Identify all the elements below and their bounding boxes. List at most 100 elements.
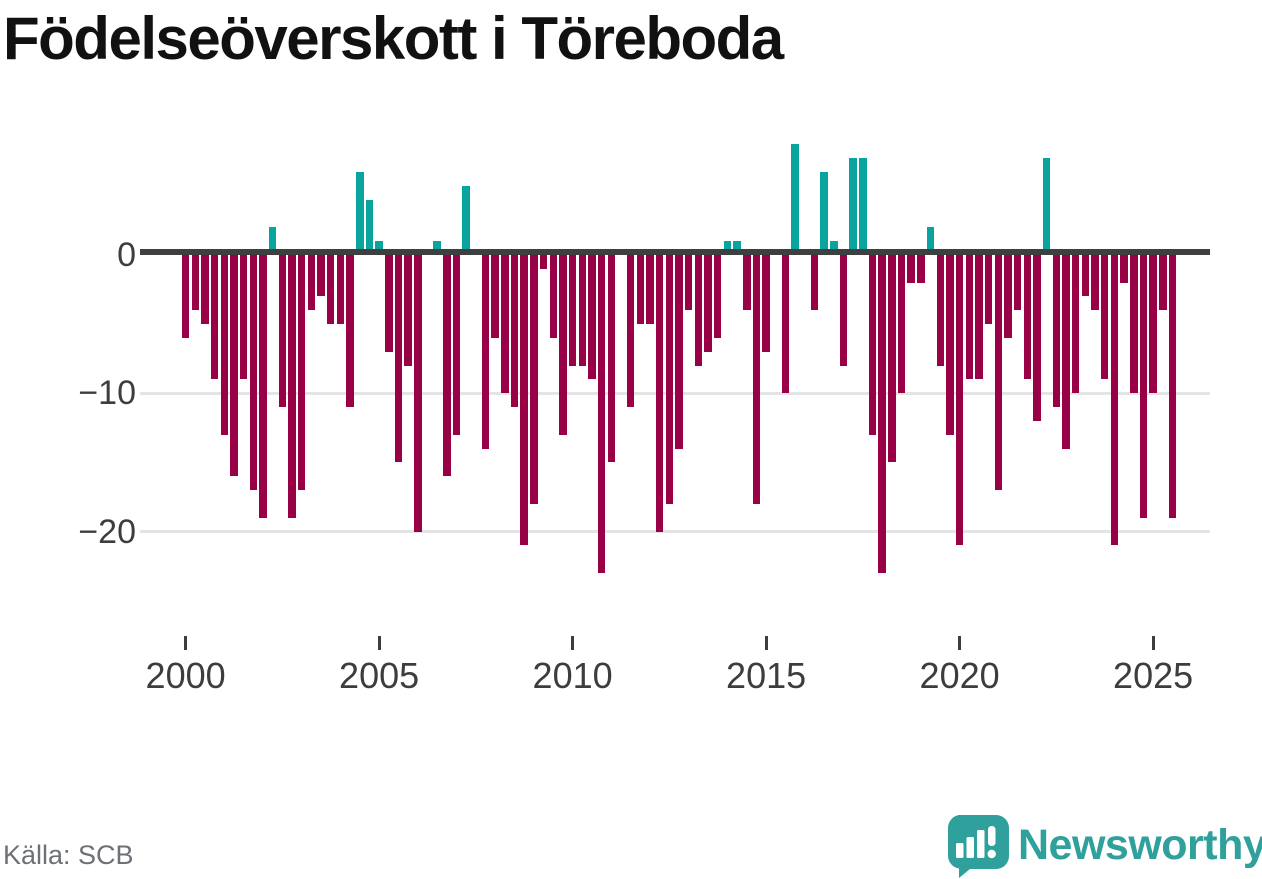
x-axis-label-2005: 2005 xyxy=(339,655,420,696)
bar-2020-Q2 xyxy=(965,255,974,380)
bar-2024-Q4 xyxy=(1139,255,1148,518)
bar-2008-Q1 xyxy=(491,255,499,338)
bar-2024-Q3 xyxy=(1130,255,1138,394)
bar-2007-Q2 xyxy=(462,185,470,255)
bar-2010-Q2 xyxy=(578,255,587,366)
bar-2010-Q1 xyxy=(568,255,577,366)
bar-2023-Q3 xyxy=(1091,255,1099,311)
bar-2001-Q4 xyxy=(249,255,258,491)
bar-2015-Q1 xyxy=(762,255,770,352)
x-tick-2005 xyxy=(377,636,381,650)
bar-2022-Q1 xyxy=(1033,255,1041,421)
gridline-y-20 xyxy=(140,530,1210,534)
x-axis-label-2010: 2010 xyxy=(532,655,613,696)
bar-2012-Q3 xyxy=(665,255,674,504)
bar-2022-Q3 xyxy=(1052,255,1061,408)
x-tick-2000 xyxy=(184,636,188,650)
newsworthy-logo-icon xyxy=(947,814,1009,878)
y-axis-label-0: 0 xyxy=(117,236,136,274)
y-axis-label--20: −20 xyxy=(78,512,136,551)
zero-axis-line xyxy=(140,249,1210,255)
bar-2020-Q3 xyxy=(975,255,983,380)
x-tick-2025 xyxy=(1151,636,1155,650)
bar-2021-Q1 xyxy=(994,255,1003,491)
bar-2008-Q4 xyxy=(520,255,528,546)
bar-2013-Q4 xyxy=(713,255,722,338)
x-tick-2010 xyxy=(571,636,575,650)
bar-2003-Q3 xyxy=(317,255,325,297)
bar-2023-Q1 xyxy=(1071,255,1080,394)
bar-2002-Q2 xyxy=(268,227,277,255)
bar-2023-Q4 xyxy=(1100,255,1109,380)
bar-2018-Q4 xyxy=(907,255,915,283)
bar-2008-Q2 xyxy=(501,255,509,394)
bar-2014-Q4 xyxy=(752,255,761,504)
bar-2025-Q1 xyxy=(1149,255,1157,394)
bar-2017-Q1 xyxy=(839,255,848,366)
bar-2005-Q3 xyxy=(394,255,403,463)
bar-2005-Q1 xyxy=(375,241,383,255)
bar-2018-Q1 xyxy=(878,255,886,574)
bar-2009-Q2 xyxy=(539,255,548,269)
bar-2000-Q4 xyxy=(210,255,219,380)
source-note: Källa: SCB xyxy=(3,840,134,870)
bar-2000-Q1 xyxy=(181,255,190,338)
bar-2011-Q4 xyxy=(636,255,645,325)
bar-2017-Q4 xyxy=(868,255,877,435)
bar-2012-Q1 xyxy=(646,255,654,325)
bar-2019-Q2 xyxy=(926,227,935,255)
bar-2000-Q3 xyxy=(201,255,209,325)
bar-2022-Q2 xyxy=(1042,158,1051,255)
bar-2021-Q4 xyxy=(1023,255,1032,380)
bar-2025-Q3 xyxy=(1168,255,1177,518)
bar-2016-Q4 xyxy=(830,241,838,255)
x-axis-label-2020: 2020 xyxy=(919,655,1000,696)
bar-2014-Q1 xyxy=(723,241,732,255)
x-tick-2015 xyxy=(764,636,768,650)
bar-2005-Q2 xyxy=(385,255,393,352)
bar-2003-Q2 xyxy=(307,255,316,311)
bar-2010-Q3 xyxy=(588,255,596,380)
bar-2025-Q2 xyxy=(1159,255,1167,311)
bar-2002-Q4 xyxy=(288,255,296,518)
bar-2006-Q4 xyxy=(443,255,451,477)
bar-2008-Q3 xyxy=(510,255,519,408)
bar-2022-Q4 xyxy=(1062,255,1070,449)
bar-2021-Q2 xyxy=(1004,255,1012,338)
bar-2021-Q3 xyxy=(1013,255,1022,311)
bar-2004-Q3 xyxy=(356,172,364,255)
bar-2018-Q2 xyxy=(888,255,896,463)
bar-2001-Q2 xyxy=(230,255,238,477)
bar-2002-Q1 xyxy=(259,255,267,518)
bar-2012-Q4 xyxy=(675,255,683,449)
bar-2004-Q2 xyxy=(346,255,354,408)
bar-2009-Q3 xyxy=(549,255,557,338)
x-axis-label-2025: 2025 xyxy=(1113,655,1194,696)
x-axis-label-2000: 2000 xyxy=(145,655,226,696)
bar-2013-Q2 xyxy=(694,255,703,366)
bar-2014-Q3 xyxy=(743,255,751,311)
gridline-y-10 xyxy=(140,391,1210,395)
bar-2011-Q3 xyxy=(626,255,635,408)
bar-2020-Q4 xyxy=(984,255,993,325)
bar-2013-Q1 xyxy=(684,255,693,311)
x-axis-label-2015: 2015 xyxy=(726,655,807,696)
bar-2006-Q1 xyxy=(414,255,422,532)
bar-2010-Q4 xyxy=(597,255,606,574)
bar-2007-Q4 xyxy=(481,255,490,449)
bar-2020-Q1 xyxy=(955,255,964,546)
bar-2011-Q1 xyxy=(607,255,616,463)
bar-2019-Q4 xyxy=(946,255,954,435)
bar-2015-Q3 xyxy=(781,255,790,394)
bar-2015-Q4 xyxy=(791,144,799,255)
y-axis-label--10: −10 xyxy=(78,374,136,413)
bar-2014-Q2 xyxy=(733,241,741,255)
bar-2017-Q3 xyxy=(859,158,867,255)
bar-2002-Q3 xyxy=(278,255,287,408)
bar-2004-Q1 xyxy=(336,255,345,325)
bar-2003-Q4 xyxy=(326,255,335,325)
bar-2016-Q3 xyxy=(820,172,828,255)
brand-name: Newsworthy xyxy=(1018,821,1262,869)
